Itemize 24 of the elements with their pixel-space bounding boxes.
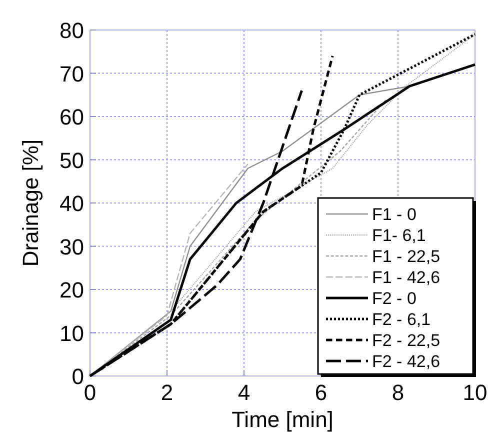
y-tick-label: 70 (60, 61, 84, 86)
legend-label: F1 - 0 (372, 205, 416, 224)
y-tick-label: 30 (60, 234, 84, 260)
legend-label: F1- 6,1 (372, 226, 426, 245)
legend-label: F2 - 22,5 (372, 331, 440, 350)
y-tick-label: 60 (60, 104, 84, 130)
legend-label: F2 - 42,6 (372, 352, 440, 371)
x-tick-label: 4 (238, 380, 250, 405)
legend-label: F2 - 0 (372, 289, 416, 308)
legend-label: F1 - 22,5 (372, 247, 440, 266)
x-tick-label: 2 (160, 380, 174, 405)
y-axis-title: Drainage [%] (18, 139, 43, 267)
y-tick-label: 80 (60, 18, 84, 43)
x-tick-label: 6 (314, 380, 328, 405)
y-tick-label: 40 (60, 191, 84, 216)
y-tick-label: 20 (60, 278, 84, 302)
y-tick-label: 0 (72, 364, 84, 389)
x-axis-title: Time [min] (232, 407, 334, 432)
x-tick-label: 8 (392, 380, 404, 405)
legend-label: F2 - 6,1 (372, 310, 431, 329)
y-tick-label: 50 (60, 148, 84, 173)
x-tick-label: 10 (462, 380, 488, 405)
legend-label: F1 - 42,6 (372, 268, 440, 287)
y-tick-label: 10 (60, 320, 84, 346)
